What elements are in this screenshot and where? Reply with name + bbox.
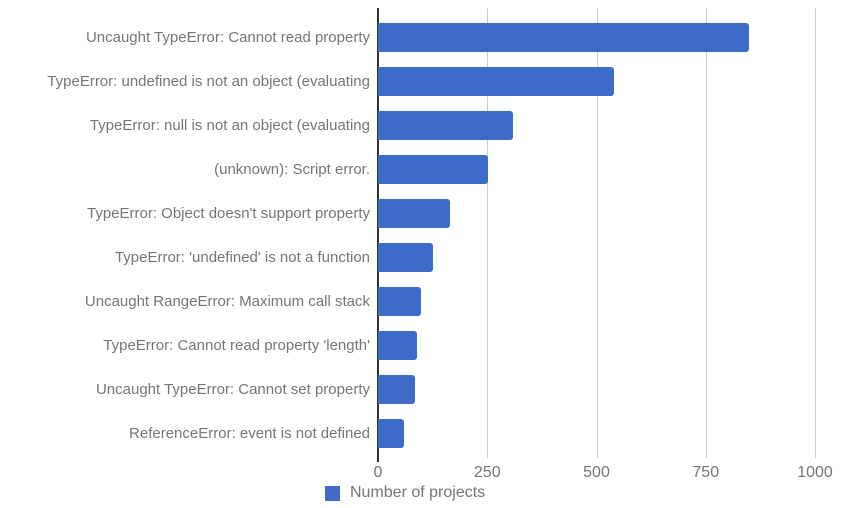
- bar: [378, 110, 514, 140]
- bar-row: [378, 147, 815, 191]
- y-axis-line: [377, 8, 379, 462]
- legend: Number of projects: [325, 484, 485, 502]
- bars-container: [378, 15, 815, 456]
- gridline: [705, 8, 707, 458]
- x-tick-label: 500: [583, 464, 610, 481]
- bar-row: [378, 15, 815, 59]
- x-tick-label: 1000: [797, 464, 833, 481]
- plot-area: [377, 8, 816, 462]
- category-label: TypeError: Cannot read property 'length': [103, 337, 370, 355]
- category-label: TypeError: 'undefined' is not a function: [114, 249, 370, 267]
- bar: [378, 243, 434, 273]
- x-tick-label: 750: [692, 464, 720, 481]
- gridline: [596, 8, 598, 458]
- bar-row: [378, 235, 815, 279]
- x-axis-tick-labels: 0 250 500 750 1000: [374, 464, 833, 484]
- category-label: Uncaught TypeError: Cannot set property: [95, 381, 370, 399]
- category-label: TypeError: undefined is not an object (e…: [47, 72, 370, 90]
- bar: [378, 22, 750, 52]
- category-label: TypeError: null is not an object (evalua…: [89, 116, 370, 134]
- category-label: TypeError: Object doesn't support proper…: [86, 204, 370, 222]
- bar: [378, 419, 405, 449]
- category-label: (unknown): Script error.: [214, 160, 370, 178]
- bar-row: [378, 191, 815, 235]
- bar-row: [378, 412, 815, 456]
- bar-row: [378, 59, 815, 103]
- gridline: [815, 8, 816, 458]
- gridline: [487, 8, 489, 458]
- bar: [378, 66, 614, 96]
- bar: [378, 375, 416, 405]
- category-label: Uncaught RangeError: Maximum call stack: [84, 293, 370, 311]
- bar: [378, 287, 421, 317]
- bar-row: [378, 324, 815, 368]
- category-labels-column: Uncaught TypeError: Cannot read property…: [0, 15, 370, 456]
- category-label: ReferenceError: event is not defined: [129, 425, 370, 443]
- bar: [378, 154, 489, 184]
- x-tick-label: 0: [373, 464, 383, 481]
- bar-row: [378, 368, 815, 412]
- bar-row: [378, 280, 815, 324]
- bar-row: [378, 103, 815, 147]
- legend-swatch: [325, 485, 340, 501]
- x-tick-label: 250: [473, 464, 501, 481]
- bar: [378, 198, 451, 228]
- category-label: Uncaught TypeError: Cannot read property: [85, 28, 370, 46]
- bar: [378, 331, 418, 361]
- legend-label: Number of projects: [350, 484, 486, 501]
